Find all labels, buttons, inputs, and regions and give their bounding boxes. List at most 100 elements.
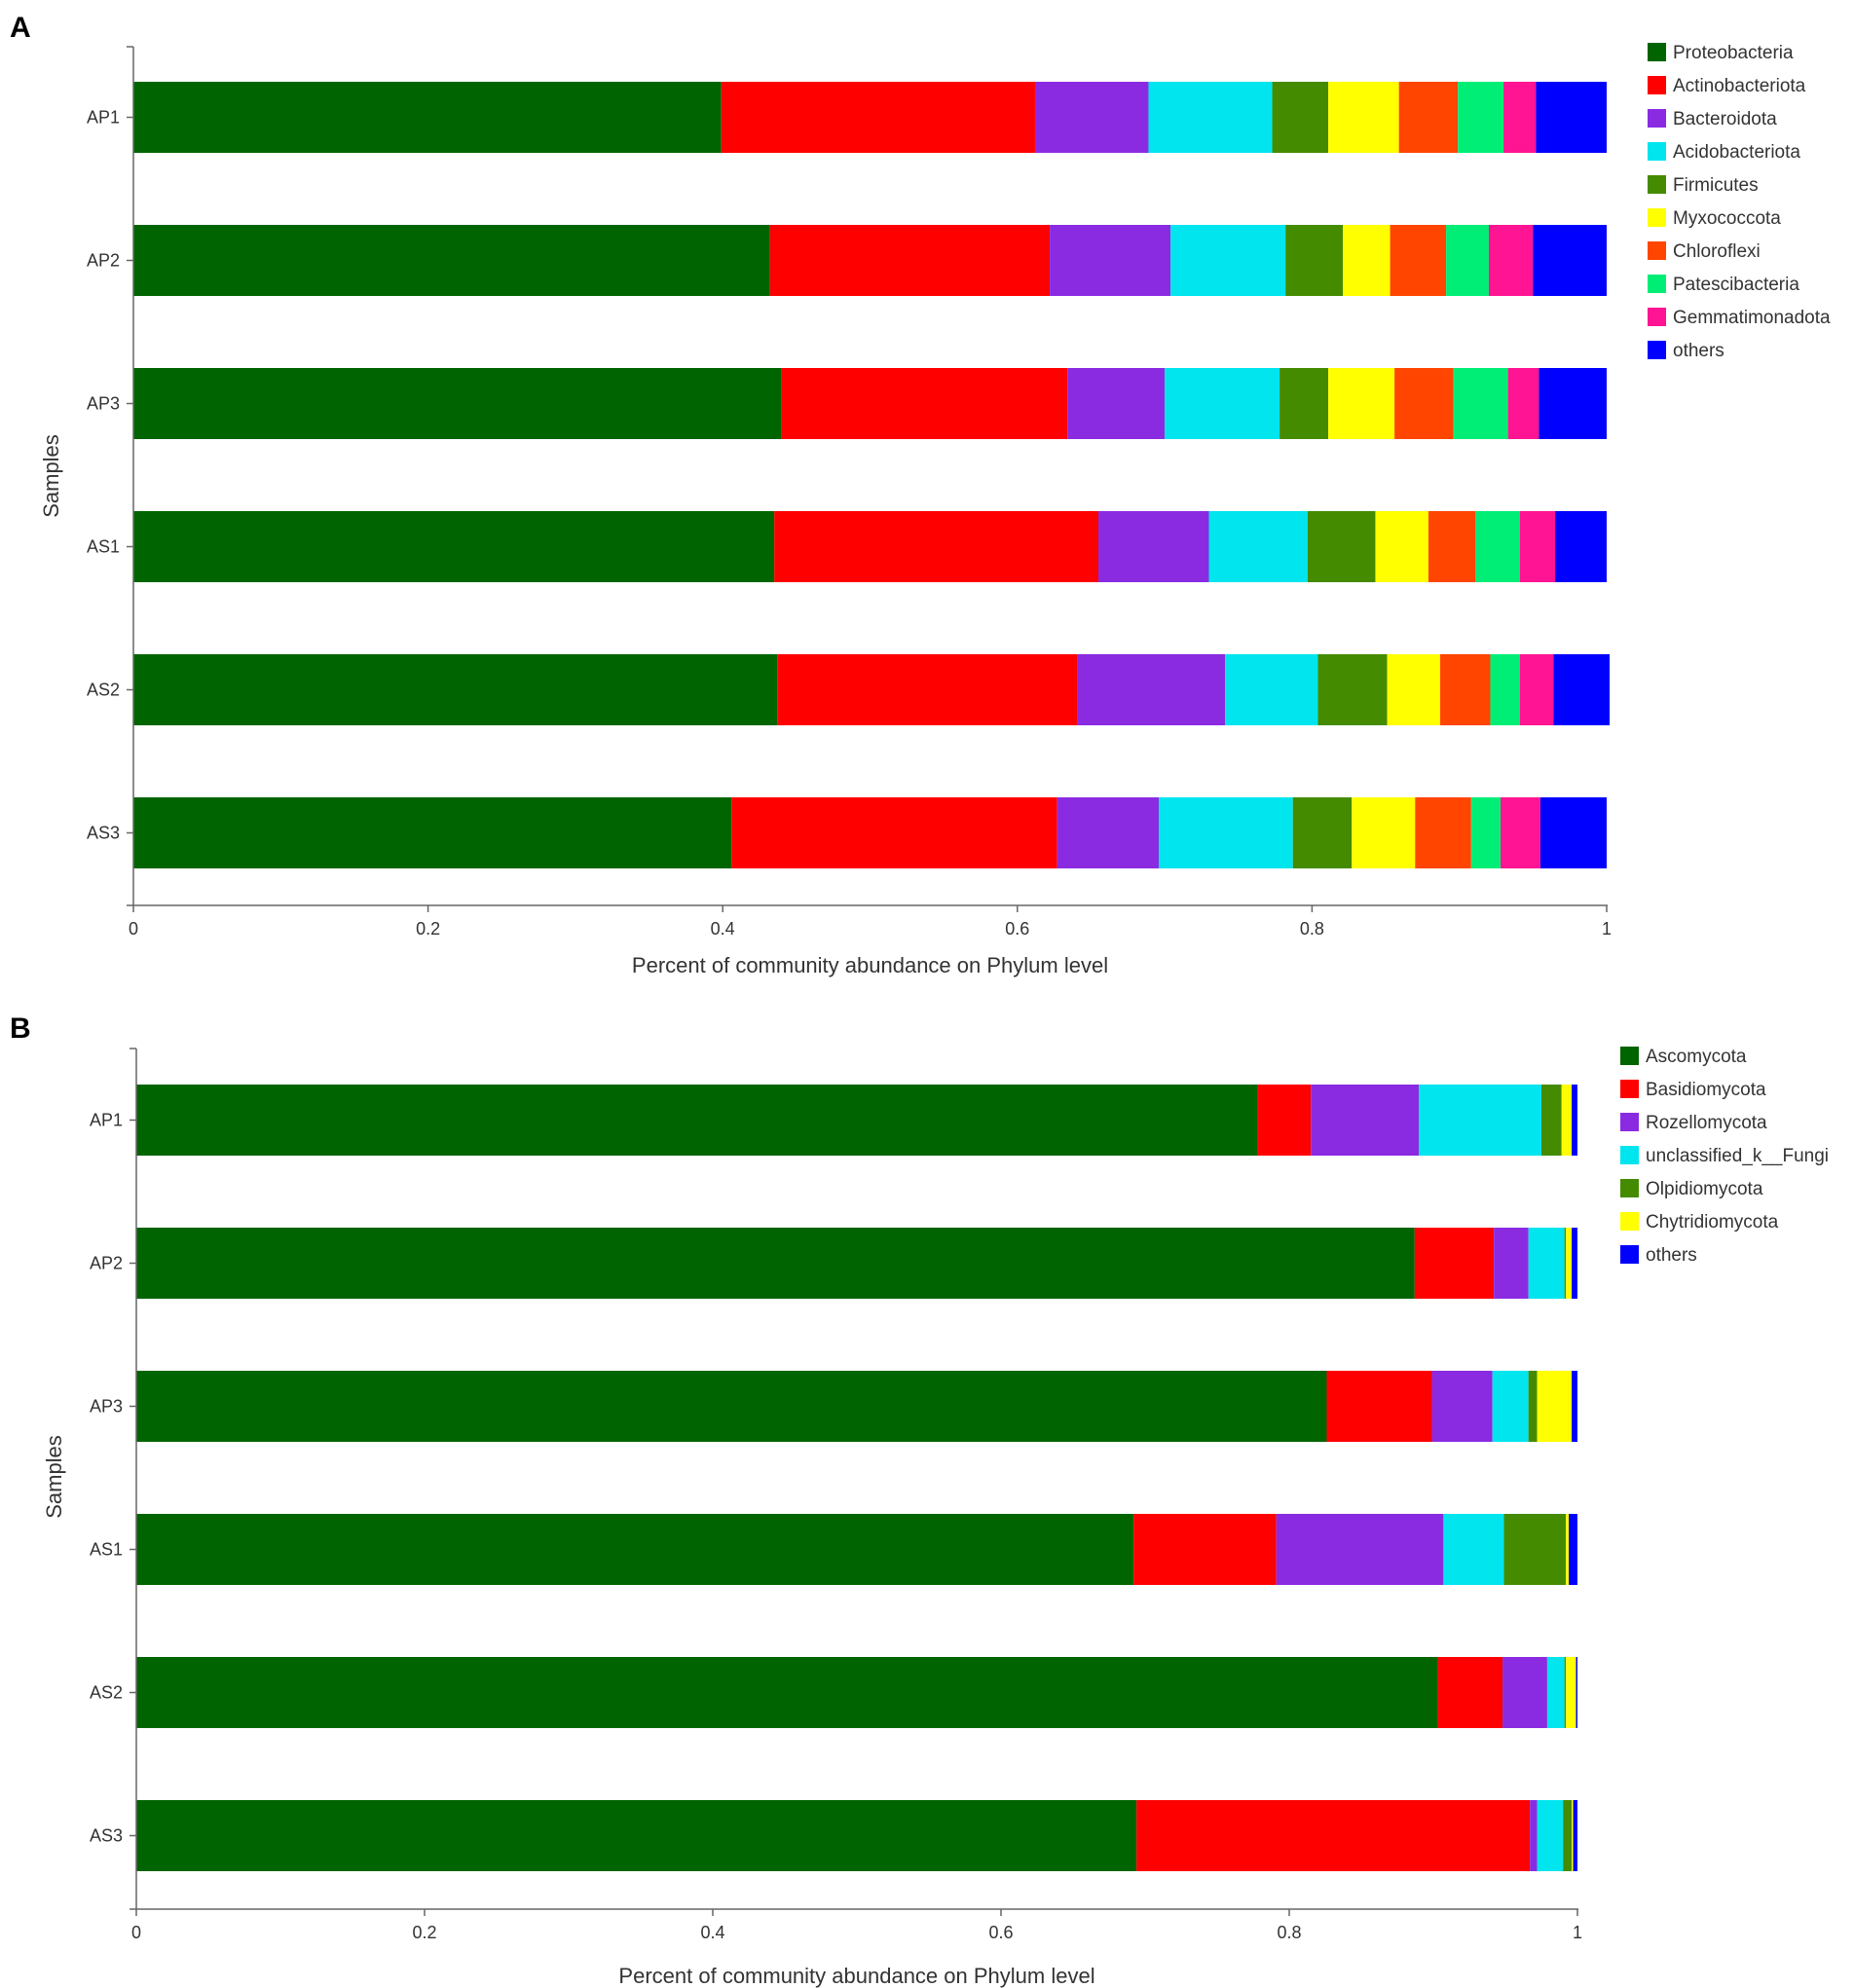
panel-a-legend-swatch (1648, 142, 1666, 161)
panel-b-bar-as2-basidiomycota (1437, 1657, 1503, 1728)
panel-b-bar-as2-unclassified-k-fungi (1546, 1657, 1565, 1728)
panel-b-bar-ap3-chytridiomycota (1537, 1371, 1573, 1442)
panel-b-bar-as1-basidiomycota (1133, 1514, 1277, 1585)
panel-b-bar-ap2-unclassified-k-fungi (1528, 1228, 1565, 1299)
panel-b-bar-as2-ascomycota (136, 1657, 1438, 1728)
panel-a-category-label: AS3 (87, 824, 120, 843)
panel-a-bar-ap1-chloroflexi (1398, 82, 1459, 153)
panel-b-bar-ap1-others (1572, 1085, 1577, 1156)
panel-a-bar-ap2-acidobacteriota (1170, 225, 1286, 296)
panel-a-legend-swatch (1648, 109, 1666, 128)
panel-a-legend-swatch (1648, 175, 1666, 194)
panel-b-category-label: AS1 (90, 1540, 123, 1560)
panel-b-category-label: AS2 (90, 1683, 123, 1703)
panel-a-bar-as1-patescibacteria (1475, 511, 1520, 582)
panel-b-bar-ap2-basidiomycota (1414, 1228, 1495, 1299)
panel-b-xtick-label: 0.6 (988, 1923, 1013, 1942)
panel-b-xtick-label: 0.4 (700, 1923, 724, 1942)
panel-a-bar-as1-proteobacteria (133, 511, 775, 582)
panel-b-legend-label: Ascomycota (1646, 1047, 1747, 1067)
panel-b-bar-as2-chytridiomycota (1566, 1657, 1576, 1728)
panel-b-bar-ap1-unclassified-k-fungi (1419, 1085, 1541, 1156)
panel-b-legend-label: Olpidiomycota (1646, 1179, 1763, 1199)
panel-a-x-axis-title: Percent of community abundance on Phylum… (632, 953, 1108, 977)
panel-a-xtick-label: 0.8 (1300, 919, 1324, 939)
panel-a-bar-as2-proteobacteria (133, 654, 778, 725)
panel-b-bar-ap1-olpidiomycota (1541, 1085, 1562, 1156)
panel-b-category-label: AS3 (90, 1826, 123, 1846)
panel-a-bar-as1-bacteroidota (1098, 511, 1209, 582)
panel-a-legend-swatch (1648, 275, 1666, 293)
panel-b-xtick-label: 1 (1573, 1923, 1582, 1942)
panel-a-bar-as3-myxococcota (1352, 797, 1416, 868)
panel-b-legend-label: Rozellomycota (1646, 1113, 1767, 1133)
panel-a-bar-as3-firmicutes (1292, 797, 1353, 868)
panel-a-bar-as3-proteobacteria (133, 797, 732, 868)
panel-a-legend-label: Chloroflexi (1673, 241, 1761, 262)
panel-b-category-label: AP3 (90, 1397, 123, 1417)
panel-a-legend-label: Bacteroidota (1673, 109, 1777, 129)
panel-a-xtick-label: 0.6 (1005, 919, 1029, 939)
panel-b-legend-label: Basidiomycota (1646, 1080, 1766, 1100)
panel-b-legend-swatch (1620, 1245, 1639, 1264)
panel-a-bar-ap2-gemmatimonadota (1488, 225, 1534, 296)
panel-a-legend-label: Proteobacteria (1673, 43, 1794, 63)
panel-a-label: A (10, 12, 31, 44)
panel-b-xtick-label: 0 (131, 1923, 141, 1942)
panel-a-bar-ap2-actinobacteriota (769, 225, 1051, 296)
panel-a-bar-as1-acidobacteriota (1208, 511, 1308, 582)
panel-b-y-axis-title: Samples (42, 1435, 66, 1519)
panel-a-legend-swatch (1648, 341, 1666, 359)
panel-a-bar-ap2-proteobacteria (133, 225, 770, 296)
panel-a-bar-ap1-acidobacteriota (1148, 82, 1273, 153)
panel-b-bar-as2-rozellomycota (1502, 1657, 1547, 1728)
panel-a-bar-as2-patescibacteria (1490, 654, 1520, 725)
panel-a-bar-ap1-firmicutes (1272, 82, 1329, 153)
panel-a-bar-as1-gemmatimonadota (1519, 511, 1556, 582)
panel-a-bar-as2-actinobacteriota (777, 654, 1078, 725)
panel-b-legend-swatch (1620, 1113, 1639, 1131)
panel-a-xtick-label: 1 (1602, 919, 1612, 939)
panel-b-xtick-label: 0.8 (1277, 1923, 1301, 1942)
panel-a-bar-as3-patescibacteria (1470, 797, 1502, 868)
panel-b-legend-swatch (1620, 1146, 1639, 1164)
panel-a-bar-ap3-chloroflexi (1394, 368, 1454, 439)
panel-a-bar-ap2-chloroflexi (1390, 225, 1447, 296)
panel-a-bar-ap3-patescibacteria (1453, 368, 1508, 439)
panel-a-bar-ap3-actinobacteriota (781, 368, 1068, 439)
panel-b-bar-as3-others (1573, 1800, 1577, 1871)
panel-a-bar-as2-myxococcota (1387, 654, 1441, 725)
panel-b-bar-ap2-olpidiomycota (1564, 1228, 1567, 1299)
panel-a-bar-ap1-others (1536, 82, 1607, 153)
panel-a-bar-as2-firmicutes (1317, 654, 1388, 725)
panel-a-bar-ap3-acidobacteriota (1165, 368, 1280, 439)
panel-a-bar-ap2-bacteroidota (1050, 225, 1171, 296)
panel-a-bar-ap2-firmicutes (1285, 225, 1344, 296)
panel-b-bar-ap3-ascomycota (136, 1371, 1327, 1442)
panel-b-bar-as1-olpidiomycota (1503, 1514, 1567, 1585)
panel-b-bar-as3-olpidiomycota (1563, 1800, 1573, 1871)
panel-b-bar-as2-others (1576, 1657, 1577, 1728)
panel-b-legend-swatch (1620, 1047, 1639, 1065)
panel-b-legend-label: Chytridiomycota (1646, 1212, 1779, 1233)
panel-a-legend-swatch (1648, 43, 1666, 61)
panel-a-xtick-label: 0.4 (711, 919, 735, 939)
panel-b-bar-ap1-ascomycota (136, 1085, 1258, 1156)
panel-a-bar-ap3-bacteroidota (1067, 368, 1166, 439)
panel-a-legend-swatch (1648, 308, 1666, 326)
panel-b-bar-as1-unclassified-k-fungi (1443, 1514, 1504, 1585)
panel-a-legend-label: others (1673, 341, 1724, 361)
panel-b-legend-swatch (1620, 1212, 1639, 1231)
panel-a-bar-as3-bacteroidota (1057, 797, 1160, 868)
panel-b-bar-ap3-unclassified-k-fungi (1492, 1371, 1529, 1442)
panel-b-legend-label: others (1646, 1245, 1697, 1266)
panel-a-bar-as2-bacteroidota (1077, 654, 1226, 725)
panel-b-bar-as3-rozellomycota (1530, 1800, 1538, 1871)
panel-a-bar-as1-myxococcota (1375, 511, 1428, 582)
panel-b-bar-as2-olpidiomycota (1564, 1657, 1567, 1728)
panel-a-legend-label: Acidobacteriota (1673, 142, 1800, 163)
panel-a-bar-ap1-actinobacteriota (721, 82, 1035, 153)
panel-a-legend-label: Gemmatimonadota (1673, 308, 1831, 328)
panel-a-legend-swatch (1648, 241, 1666, 260)
panel-a-bar-as2-others (1553, 654, 1611, 725)
